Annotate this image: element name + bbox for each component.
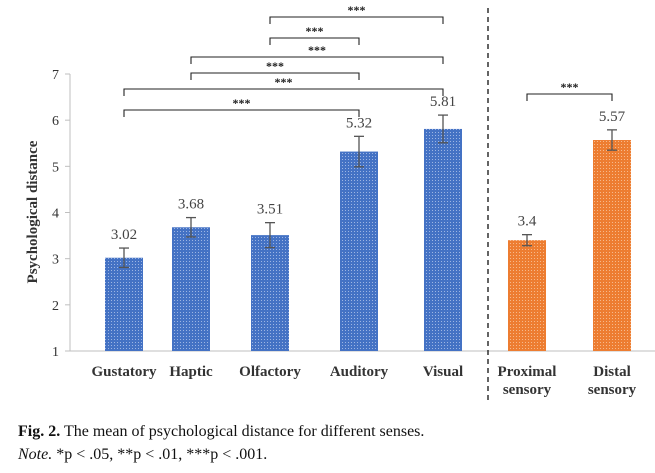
significance-bracket [123,109,360,117]
significance-label: *** [233,96,251,110]
y-tick-label: 1 [52,345,59,360]
bar [424,128,462,351]
significance-bracket [269,37,360,45]
data-label: 5.57 [599,109,626,125]
significance-bracket [123,88,444,96]
x-tick-label: sensory [503,382,552,398]
y-tick-label: 3 [52,253,59,268]
x-tick-label: Olfactory [239,364,301,380]
y-tick-label: 5 [52,160,59,175]
bar [340,151,378,351]
bars [105,114,631,351]
x-tick-label: Visual [423,364,463,380]
x-tick-label: Gustatory [92,364,157,380]
x-tick-label: Distal [593,364,631,380]
y-tick-label: 6 [52,114,59,129]
significance-bracket [269,16,444,24]
data-label: 3.51 [257,202,283,218]
labels: 3.02 Gustatory 3.68 Haptic 3.51 Olfactory 5.32… [92,94,637,398]
bar [105,257,143,351]
caption-line-2: Note. *p < .05, **p < .01, ***p < .001. [18,443,648,466]
y-axis-title: Psychological distance [25,140,41,283]
y-axis-title-group: Psychological distance [25,140,41,283]
figure-caption: Fig. 2. The mean of psychological distan… [18,420,648,466]
data-label: 3.68 [178,197,204,213]
significance-label: *** [275,75,293,89]
note-label: Note. [18,446,53,463]
bar [172,227,210,351]
x-tick-label: sensory [588,382,637,398]
caption-line-1: Fig. 2. The mean of psychological distan… [18,420,648,443]
x-tick-label: Haptic [169,364,213,380]
x-tick-label: Auditory [330,364,389,380]
figure-number: Fig. 2. [18,423,61,440]
significance-bracket [190,56,444,64]
data-label: 5.81 [430,94,456,110]
bar [251,235,289,351]
caption-text: The mean of psychological distance for d… [63,423,425,440]
bar [508,240,546,351]
y-tick-label: 7 [52,68,59,83]
significance-bracket [526,93,613,101]
axes: 1 2 3 4 5 6 7 [52,8,655,402]
bar [593,140,631,351]
data-label: 3.02 [111,227,137,243]
significance-label: *** [561,80,579,94]
significance-label: *** [266,59,284,73]
significance-bracket [190,72,360,80]
y-tick-label: 2 [52,299,59,314]
significance-label: *** [348,3,366,17]
data-label: 5.32 [346,115,372,131]
significance-label: *** [308,43,326,57]
data-label: 3.4 [518,214,537,230]
y-tick-label: 4 [52,207,59,222]
significance-label: *** [306,24,324,38]
significance-brackets: *** *** *** *** *** *** *** [123,3,613,117]
note-text: *p < .05, **p < .01, ***p < .001. [56,446,268,463]
x-tick-label: Proximal [498,364,557,380]
